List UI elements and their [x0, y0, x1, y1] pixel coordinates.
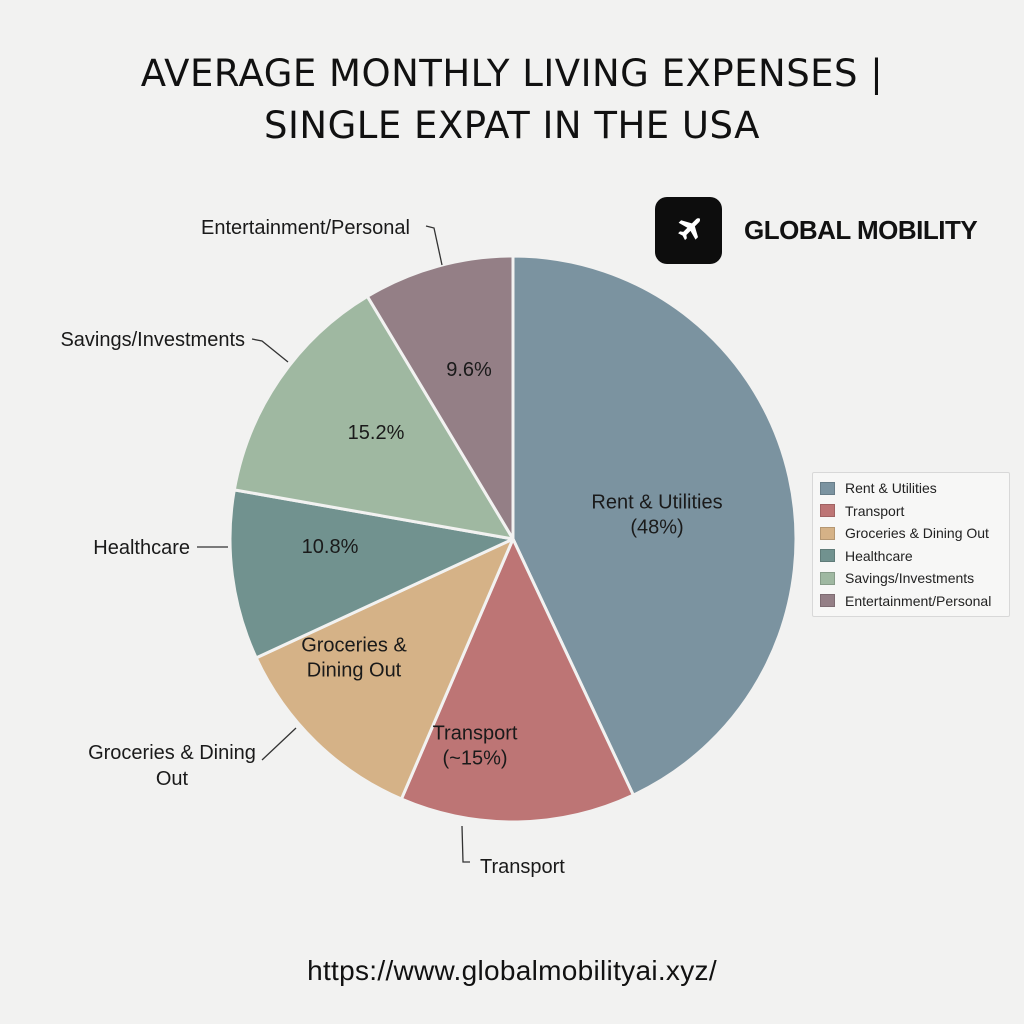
brand-name: GLOBAL MOBILITY: [744, 214, 978, 245]
pie-slice-healthcare: [228, 488, 515, 660]
chart-legend: Rent & Utilities Transport Groceries & D…: [812, 472, 1010, 617]
chart-title-line-1: AVERAGE MONTHLY LIVING EXPENSES |: [140, 52, 884, 95]
slice-data-label: Rent & Utilities (48%): [591, 492, 722, 539]
slice-data-label: 9.6%: [446, 359, 492, 381]
legend-label: Savings/Investments: [845, 570, 975, 587]
legend-item: Groceries & Dining Out: [813, 522, 1009, 545]
legend-swatch: [820, 594, 835, 608]
legend-swatch: [820, 549, 835, 563]
slice-outer-label: Entertainment/Personal: [201, 217, 410, 239]
legend-label: Entertainment/Personal: [845, 592, 992, 609]
leader-line: [461, 825, 470, 863]
slice-data-label: Transport (~15%): [433, 723, 518, 770]
pie-slice-savings-investments: [232, 294, 515, 541]
slice-outer-label: Healthcare: [93, 537, 190, 559]
leader-line: [425, 225, 443, 266]
slice-data-label: 15.2%: [348, 422, 405, 444]
chart-title-line-2: SINGLE EXPAT IN THE USA: [264, 104, 760, 147]
leader-line: [261, 727, 297, 761]
pie-slice-transport: [399, 537, 635, 824]
legend-item: Rent & Utilities: [813, 477, 1009, 500]
legend-item: Transport: [813, 500, 1009, 523]
slice-data-label: Groceries & Dining Out: [301, 635, 407, 682]
legend-item: Savings/Investments: [813, 567, 1009, 590]
slice-outer-label: Savings/Investments: [60, 329, 245, 351]
legend-swatch: [820, 481, 835, 495]
legend-label: Healthcare: [845, 547, 913, 564]
legend-swatch: [820, 526, 835, 540]
legend-swatch: [820, 571, 835, 585]
slice-outer-label: Groceries & Dining Out: [88, 742, 256, 790]
pie-slice-groceries-dining-out: [254, 537, 515, 801]
pie-slice-rent-utilities: [511, 254, 798, 797]
leader-line: [251, 338, 289, 363]
legend-swatch: [820, 504, 835, 518]
brand-badge: GLOBAL MOBILITY: [655, 196, 978, 264]
legend-label: Groceries & Dining Out: [845, 525, 989, 542]
legend-label: Rent & Utilities: [845, 480, 937, 497]
legend-item: Healthcare: [813, 545, 1009, 568]
slice-data-label: 10.8%: [302, 536, 359, 558]
legend-label: Transport: [845, 502, 905, 519]
legend-item: Entertainment/Personal: [813, 590, 1009, 613]
pie-slice-entertainment-personal: [365, 254, 515, 541]
chart-title: AVERAGE MONTHLY LIVING EXPENSES | SINGLE…: [0, 48, 1024, 152]
footer-url: https://www.globalmobilityai.xyz/: [307, 955, 717, 986]
airplane-icon: [655, 196, 722, 264]
slice-outer-label: Transport: [480, 856, 565, 878]
